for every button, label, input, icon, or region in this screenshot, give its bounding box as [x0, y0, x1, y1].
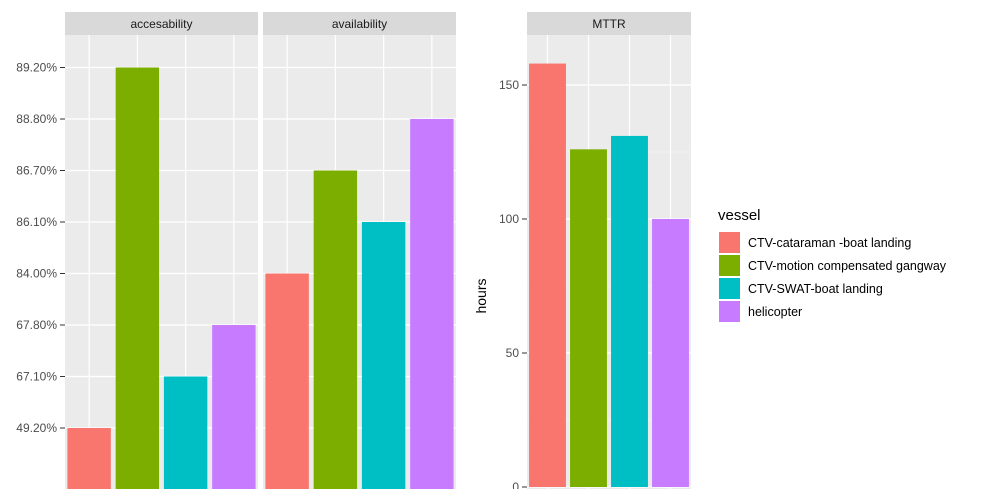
mttr-y-tick-label: 50 — [506, 346, 520, 360]
legend-swatch — [719, 232, 740, 253]
y-tick-label: 86.10% — [16, 215, 57, 229]
y-tick-label: 86.70% — [16, 164, 57, 178]
mttr-y-tick-label: 100 — [499, 212, 519, 226]
strip-label-availability: availability — [332, 17, 387, 31]
y-tick-label: 89.20% — [16, 61, 57, 75]
left-y-axis: 49.20% 67.10% 67.80% 84.00% 86.10% 86.70% 88.8… — [16, 61, 65, 435]
legend-swatch — [719, 301, 740, 322]
bar-availability-0 — [265, 273, 309, 489]
y-tick-label: 88.80% — [16, 112, 57, 126]
bar-MTTR-0 — [529, 63, 566, 488]
legend-swatch — [719, 255, 740, 276]
strip-label-accesability: accesability — [130, 17, 192, 31]
legend-label: CTV-cataraman -boat landing — [748, 236, 911, 250]
mttr-y-tick-label: 0 — [512, 480, 519, 489]
bar-availability-3 — [410, 119, 454, 489]
bar-MTTR-2 — [611, 135, 648, 488]
bar-accesability-1 — [115, 67, 160, 489]
bar-accesability-0 — [67, 428, 111, 489]
bar-MTTR-3 — [652, 219, 689, 487]
facet-panel-accesability: accesability — [65, 12, 258, 489]
facet-panel-availability: availability — [263, 12, 456, 489]
legend-label: CTV-SWAT-boat landing — [748, 282, 883, 296]
bar-MTTR-1 — [570, 149, 607, 487]
strip-label-MTTR: MTTR — [592, 17, 626, 31]
facet-panels: accesability availability MTTR — [65, 12, 691, 489]
legend-swatch — [719, 278, 740, 299]
strip-accesability — [65, 12, 258, 35]
legend-title: vessel — [718, 207, 761, 224]
y-axis-title-hours: hours — [473, 278, 489, 313]
bar-availability-1 — [313, 170, 358, 489]
bar-accesability-2 — [163, 376, 208, 489]
legend-label: CTV-motion compensated gangway — [748, 259, 947, 273]
legend-label: helicopter — [748, 305, 802, 319]
y-tick-label: 84.00% — [16, 267, 57, 281]
y-tick-label: 67.80% — [16, 318, 57, 332]
y-tick-label: 49.20% — [16, 421, 57, 435]
strip-MTTR — [527, 12, 691, 35]
bar-accesability-3 — [212, 325, 256, 489]
legend: vessel CTV-cataraman -boat landing CTV-mo… — [718, 207, 947, 322]
mttr-y-axis: 0 50 100 150 — [499, 78, 527, 489]
strip-availability — [263, 12, 456, 35]
facet-panel-MTTR: MTTR — [527, 12, 691, 489]
y-tick-label: 67.10% — [16, 370, 57, 384]
bar-availability-2 — [361, 222, 406, 489]
mttr-y-tick-label: 150 — [499, 78, 519, 92]
